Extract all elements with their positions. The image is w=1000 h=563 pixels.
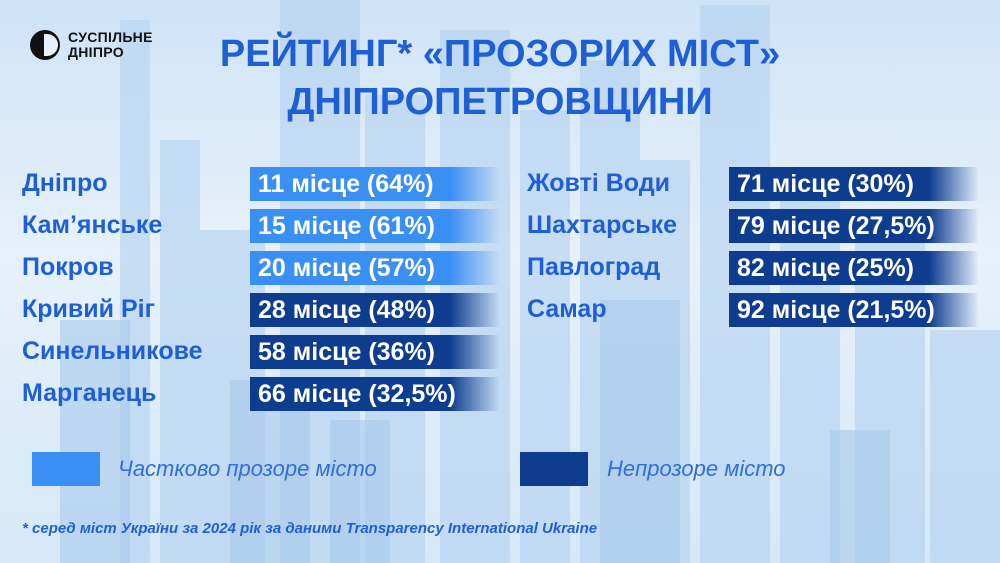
city-name: Синельникове xyxy=(22,337,203,365)
legend-swatch-opaque xyxy=(520,452,588,486)
ranking-row: Покров 20 місце (57%) xyxy=(22,249,500,285)
logo-icon xyxy=(30,30,60,60)
city-name: Жовті Води xyxy=(527,169,670,197)
rank-bar: 66 місце (32,5%) xyxy=(250,377,500,411)
logo-line-1: СУСПІЛЬНЕ xyxy=(68,29,153,45)
city-name: Кам’янське xyxy=(22,211,163,239)
ranking-row: Синельникове 58 місце (36%) xyxy=(22,333,500,369)
city-name: Шахтарське xyxy=(527,211,678,239)
ranking-row: Жовті Води 71 місце (30%) xyxy=(527,165,979,201)
title-line-1: РЕЙТИНГ* «ПРОЗОРИХ МІСТ» xyxy=(219,33,781,75)
brand-logo: СУСПІЛЬНЕ ДНІПРО xyxy=(30,30,153,60)
rank-bar: 20 місце (57%) xyxy=(250,251,500,285)
ranking-row: Шахтарське 79 місце (27,5%) xyxy=(527,207,979,243)
rank-bar: 92 місце (21,5%) xyxy=(729,293,979,327)
city-name: Марганець xyxy=(22,379,157,407)
city-name: Кривий Ріг xyxy=(22,295,155,323)
rank-bar: 15 місце (61%) xyxy=(250,209,500,243)
ranking-row: Дніпро 11 місце (64%) xyxy=(22,165,500,201)
ranking-row: Марганець 66 місце (32,5%) xyxy=(22,375,500,411)
footnote: * серед міст України за 2024 рік за дани… xyxy=(22,520,598,537)
rank-bar: 71 місце (30%) xyxy=(729,167,979,201)
legend-label-opaque: Непрозоре місто xyxy=(607,456,786,481)
city-name: Дніпро xyxy=(22,169,108,197)
logo-line-2: ДНІПРО xyxy=(68,44,124,60)
rank-bar: 11 місце (64%) xyxy=(250,167,500,201)
ranking-row: Самар 92 місце (21,5%) xyxy=(527,291,979,327)
city-name: Самар xyxy=(527,295,607,323)
ranking-row: Кам’янське 15 місце (61%) xyxy=(22,207,500,243)
rank-bar: 28 місце (48%) xyxy=(250,293,500,327)
city-name: Покров xyxy=(22,253,114,281)
rank-bar: 79 місце (27,5%) xyxy=(729,209,979,243)
legend-swatch-partial xyxy=(32,452,100,486)
rank-bar: 82 місце (25%) xyxy=(729,251,979,285)
page-title: РЕЙТИНГ* «ПРОЗОРИХ МІСТ» ДНІПРОПЕТРОВЩИН… xyxy=(0,30,1000,126)
legend-label-partial: Частково прозоре місто xyxy=(118,456,377,481)
ranking-row: Павлоград 82 місце (25%) xyxy=(527,249,979,285)
city-name: Павлоград xyxy=(527,253,661,281)
rank-bar: 58 місце (36%) xyxy=(250,335,500,369)
title-line-2: ДНІПРОПЕТРОВЩИНИ xyxy=(287,81,713,123)
ranking-row: Кривий Ріг 28 місце (48%) xyxy=(22,291,500,327)
